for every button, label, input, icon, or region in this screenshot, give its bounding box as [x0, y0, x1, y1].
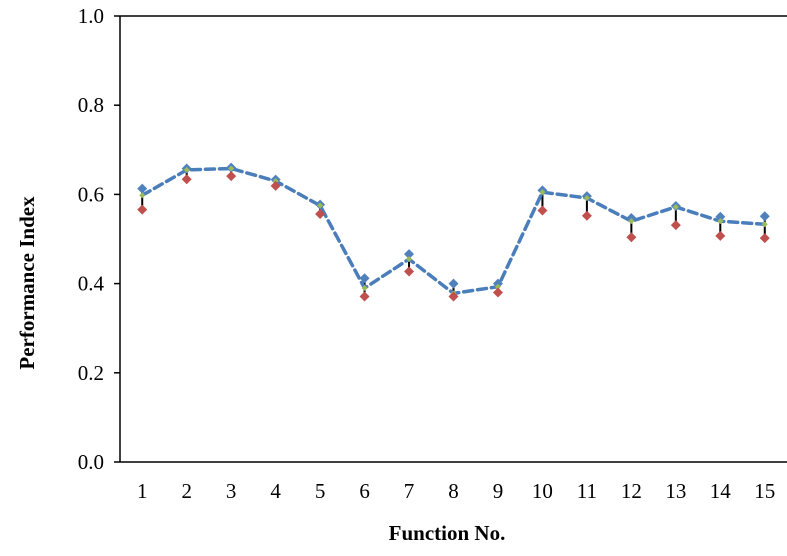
x-tick-label: 5 [315, 479, 326, 503]
y-axis-ticks: 0.0 0.2 0.4 0.6 0.8 1.0 [78, 4, 120, 474]
mean-marker [494, 283, 501, 290]
upper-marker [359, 273, 370, 284]
x-tick-label: 9 [493, 479, 504, 503]
x-tick-label: 3 [226, 479, 237, 503]
lower-marker [626, 232, 637, 243]
lower-marker [181, 174, 192, 185]
x-tick-label: 13 [665, 479, 686, 503]
x-tick-label: 4 [270, 479, 281, 503]
y-axis-title: Performance Index [15, 196, 39, 370]
lower-marker [137, 204, 148, 215]
x-tick-label: 2 [181, 479, 192, 503]
mean-marker [317, 202, 324, 209]
upper-marker [492, 278, 503, 289]
mean-line [140, 166, 767, 296]
plot-axes [119, 15, 787, 463]
mean-marker [361, 285, 368, 292]
x-axis-title: Function No. [389, 521, 506, 545]
mean-marker [717, 218, 724, 225]
x-tick-label: 15 [754, 479, 775, 503]
lower-marker [404, 266, 415, 277]
upper-marker [448, 278, 459, 289]
upper-marker [404, 249, 415, 260]
mean-marker [672, 203, 679, 210]
lower-marker [448, 291, 459, 302]
mean-marker [183, 166, 190, 173]
lower-marker [492, 287, 503, 298]
x-tick-label: 12 [621, 479, 642, 503]
lower-marker [226, 171, 237, 182]
x-tick-label: 10 [532, 479, 553, 503]
x-tick-label: 7 [404, 479, 415, 503]
mean-marker [539, 189, 546, 196]
upper-marker [715, 211, 726, 222]
lower-marker [359, 291, 370, 302]
x-tick-label: 14 [710, 479, 732, 503]
mean-marker [628, 218, 635, 225]
mean-marker [761, 221, 768, 228]
y-tick-label: 1.0 [78, 4, 104, 28]
y-tick-label: 0.6 [78, 182, 104, 206]
lower-marker [537, 205, 548, 216]
x-tick-label: 1 [137, 479, 148, 503]
mean-marker [139, 192, 146, 199]
upper-marker [759, 211, 770, 222]
y-tick-label: 0.4 [78, 272, 105, 296]
x-tick-label: 11 [577, 479, 597, 503]
y-tick-label: 0.2 [78, 361, 104, 385]
mean-marker [583, 194, 590, 201]
series-layer [137, 162, 770, 302]
lower-marker [270, 180, 281, 191]
x-tick-label: 6 [359, 479, 370, 503]
y-tick-label: 0.0 [78, 450, 104, 474]
lower-marker [715, 230, 726, 241]
lower-marker [670, 220, 681, 231]
x-tick-label: 8 [448, 479, 459, 503]
upper-marker [137, 183, 148, 194]
lower-marker [315, 209, 326, 220]
y-tick-label: 0.8 [78, 93, 104, 117]
error-bars [141, 167, 766, 297]
lower-marker [759, 233, 770, 244]
mean-marker [228, 165, 235, 172]
mean-marker [406, 256, 413, 263]
x-axis-ticks: 1 2 3 4 5 6 7 8 9 10 11 12 13 14 15 [137, 479, 775, 503]
lower-marker [581, 210, 592, 221]
upper-marker [626, 213, 637, 224]
